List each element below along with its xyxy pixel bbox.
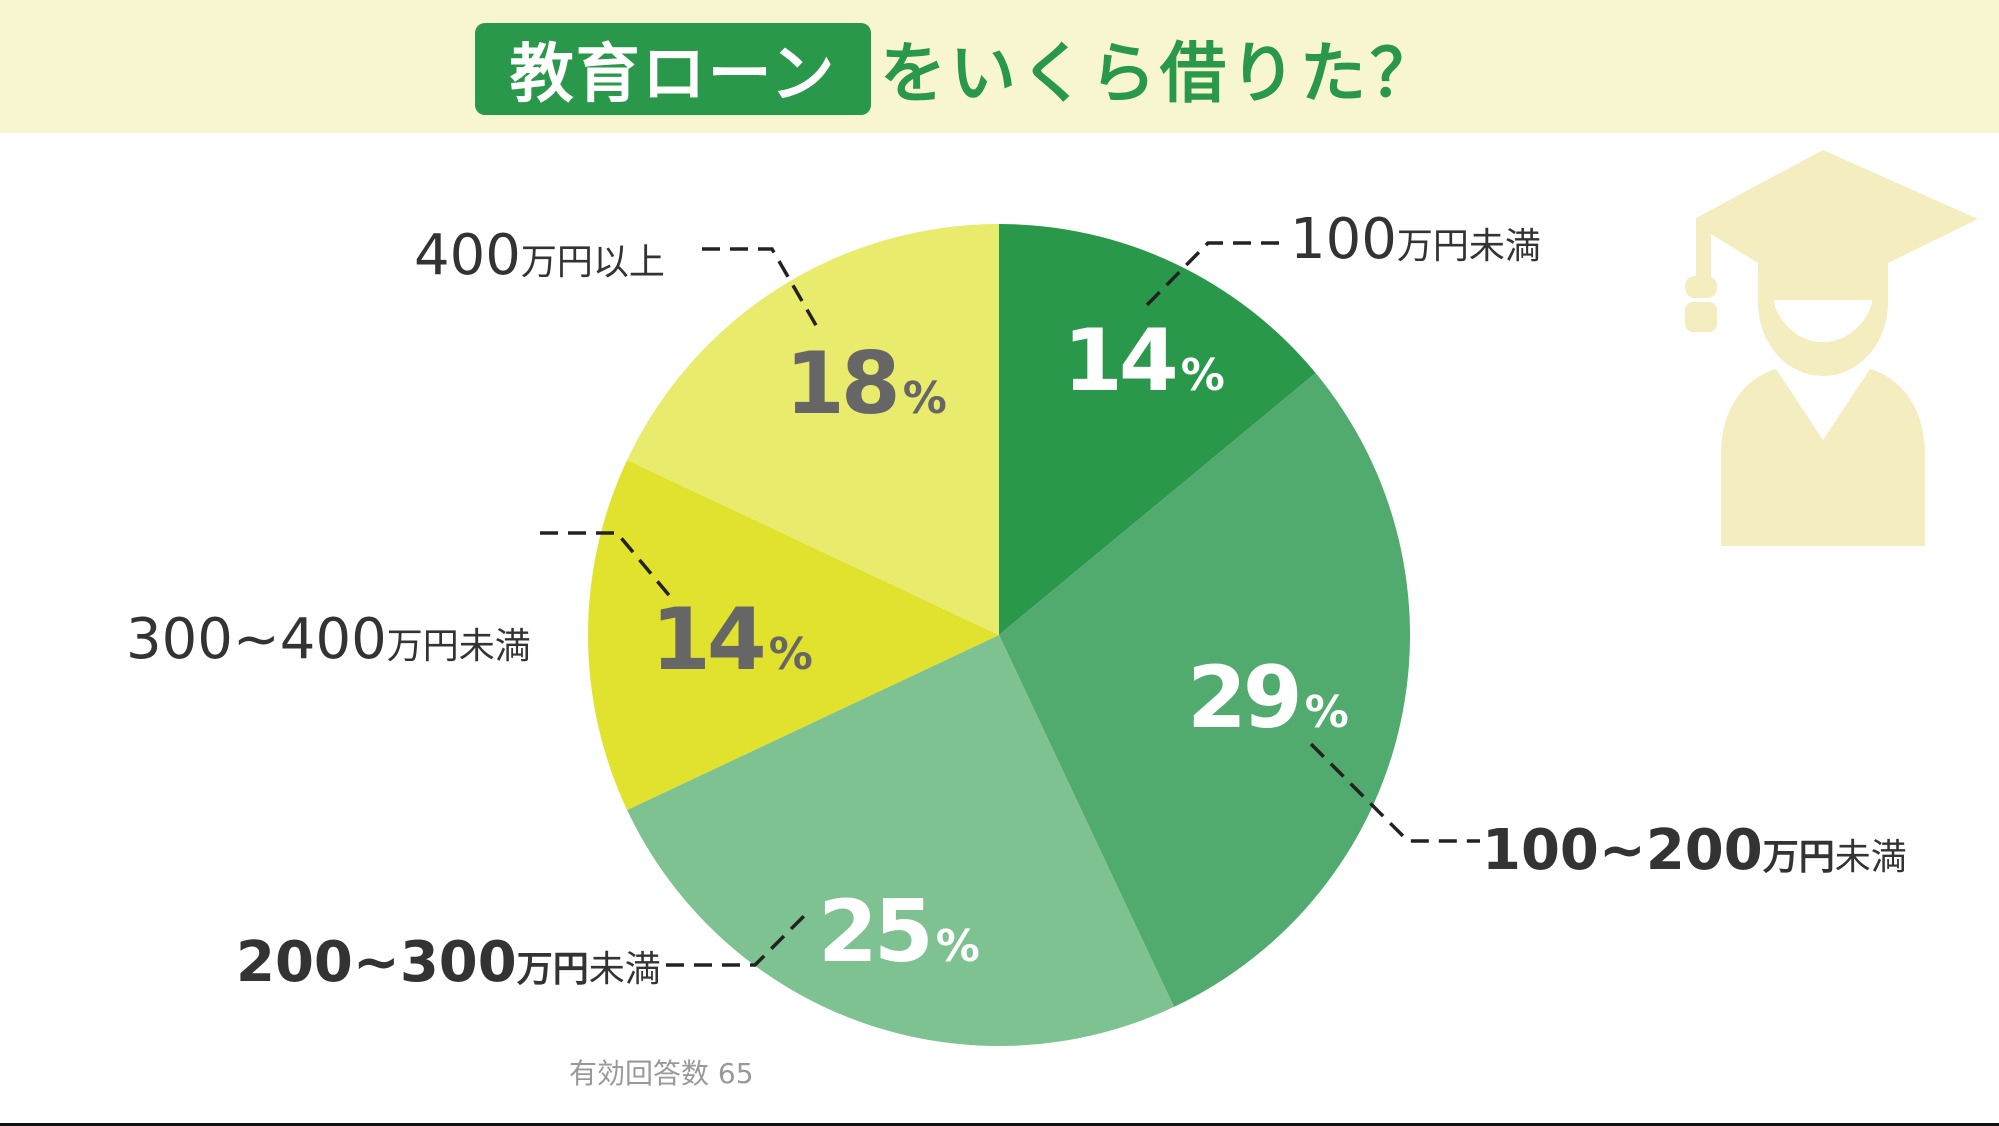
pie-slice: [999, 224, 1316, 635]
category-label-100-200: 100~200万円未満: [1482, 818, 1907, 883]
header-banner: 教育ローン をいくら借りた？: [0, 0, 1999, 133]
response-count-note: 有効回答数 65: [569, 1057, 754, 1090]
slice-pct-400: 18%: [785, 334, 947, 434]
leader-line-100-200: [1309, 742, 1480, 843]
category-label-100: 100万円未満: [1290, 207, 1541, 272]
slice-pct-100-200: 29%: [1187, 648, 1349, 748]
slice-pct-100: 14%: [1063, 311, 1225, 411]
category-label-300-400: 300~400万円未満: [126, 607, 531, 672]
slice-pct-300-400: 14%: [651, 590, 813, 690]
leader-line-100: [1145, 241, 1282, 307]
category-label-400: 400万円以上: [414, 223, 665, 288]
title-rest: をいくら借りた？: [880, 35, 1440, 112]
category-label-200-300: 200~300万円未満: [236, 930, 661, 995]
leader-line-200-300: [666, 913, 807, 967]
pie-slice: [999, 373, 1410, 1007]
pie-slices: [588, 224, 1410, 1046]
pie-slice: [627, 224, 999, 635]
graduate-icon: [1685, 150, 1978, 546]
slice-pct-200-300: 25%: [818, 882, 980, 982]
leader-line-400: [702, 247, 819, 328]
leader-lines: [540, 241, 1480, 967]
title-highlight-box: 教育ローン: [475, 23, 871, 115]
pie-slice: [627, 635, 1174, 1046]
bottom-rule: [0, 1123, 1999, 1126]
title-highlight: 教育ローン: [509, 38, 837, 112]
pie-slice: [588, 460, 999, 810]
